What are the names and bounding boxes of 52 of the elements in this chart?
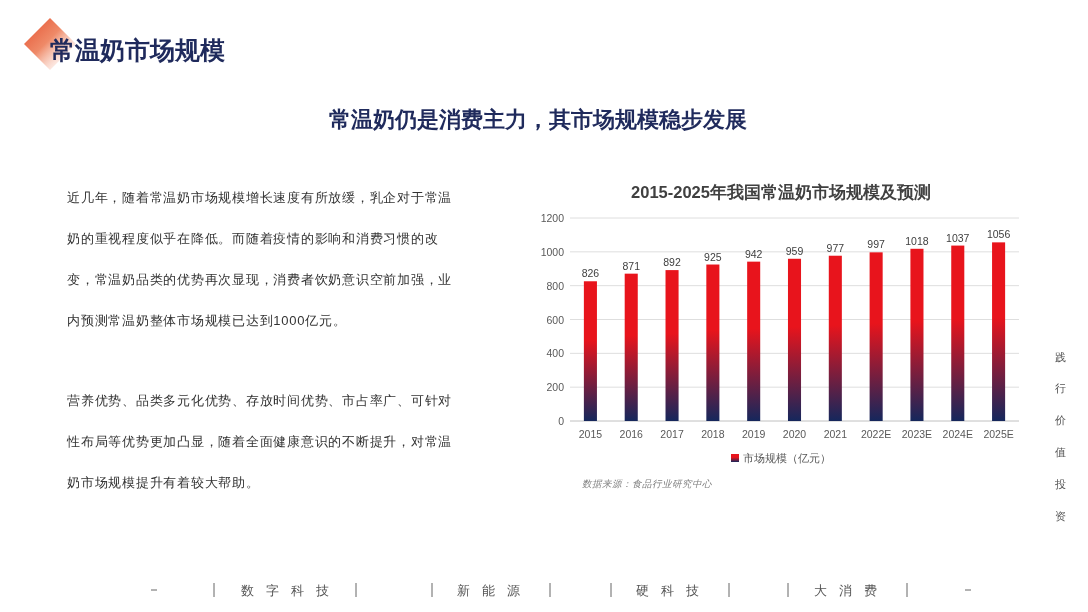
x-tick-label: 2024E	[942, 428, 973, 440]
y-tick-label: 200	[546, 381, 565, 394]
x-tick-label: 2017	[660, 428, 684, 440]
bar	[828, 255, 842, 421]
x-tick-label: 2022E	[860, 428, 892, 440]
data-label: 892	[663, 256, 681, 269]
y-tick-label: 1000	[540, 245, 565, 258]
bar	[624, 273, 638, 421]
text: 营养优势、品类多元化优势、存放时间优势、市占率广、可针对性布局等优势更加凸显，随着全面健康意识的不断提升，对常温奶市场规模提升有着较大帮助。	[67, 393, 452, 490]
bar	[583, 281, 597, 421]
text: 硬科技	[636, 582, 711, 598]
text: 新能源	[457, 582, 532, 598]
bar	[869, 252, 883, 421]
x-tick-label: 2016	[619, 428, 644, 440]
bar	[706, 264, 720, 421]
data-label: 942	[744, 247, 763, 260]
x-tick-label: 2023E	[901, 428, 933, 440]
text: 常温奶市场规模	[50, 36, 225, 64]
source-note: 数据来源：食品行业研究中心	[582, 477, 712, 489]
x-tick-label: 2018	[701, 428, 725, 440]
y-tick-label: 800	[546, 279, 565, 292]
data-label: 826	[581, 267, 600, 280]
y-tick-label: 0	[558, 415, 565, 427]
text: 常温奶仍是消费主力，其市场规模稳步发展	[329, 107, 747, 132]
bar	[951, 245, 965, 421]
data-label: 1037	[946, 231, 970, 244]
data-label: 925	[704, 250, 722, 263]
x-tick-label: 2015	[578, 428, 603, 440]
data-label: 997	[867, 238, 886, 251]
text: 大消费	[814, 582, 889, 598]
data-label: 959	[785, 244, 804, 257]
text: 数字科技	[241, 582, 341, 598]
bar	[910, 248, 924, 421]
legend-label: 市场规模（亿元）	[743, 452, 831, 464]
data-label: 977	[826, 241, 845, 254]
x-tick-label: 2025E	[983, 428, 1014, 440]
data-label: 871	[622, 259, 641, 272]
x-tick-label: 2021	[823, 428, 848, 440]
y-tick-label: 400	[546, 347, 565, 360]
bar	[747, 261, 761, 421]
y-tick-label: 600	[546, 313, 565, 326]
bar	[787, 258, 802, 421]
text: 近几年，随着常温奶市场规模增长速度有所放缓，乳企对于常温奶的重视程度似乎在降低。而随着疫情的影响和消费习惯的改变，常温奶品类的优势再次显现，消费者饮奶意识空前加强，业内预测常温奶整体市场规模已达到1000亿元。	[67, 190, 452, 328]
chart-title: 2015-2025年我国常温奶市场规模及预测	[631, 183, 931, 202]
x-tick-label: 2020	[782, 428, 807, 440]
y-tick-label: 1200	[540, 212, 565, 224]
bar	[665, 270, 679, 421]
data-label: 1056	[986, 228, 1011, 241]
x-tick-label: 2019	[742, 428, 766, 440]
data-label: 1018	[905, 234, 929, 247]
text: 践行价值投资	[1055, 342, 1067, 534]
bar	[992, 242, 1006, 421]
